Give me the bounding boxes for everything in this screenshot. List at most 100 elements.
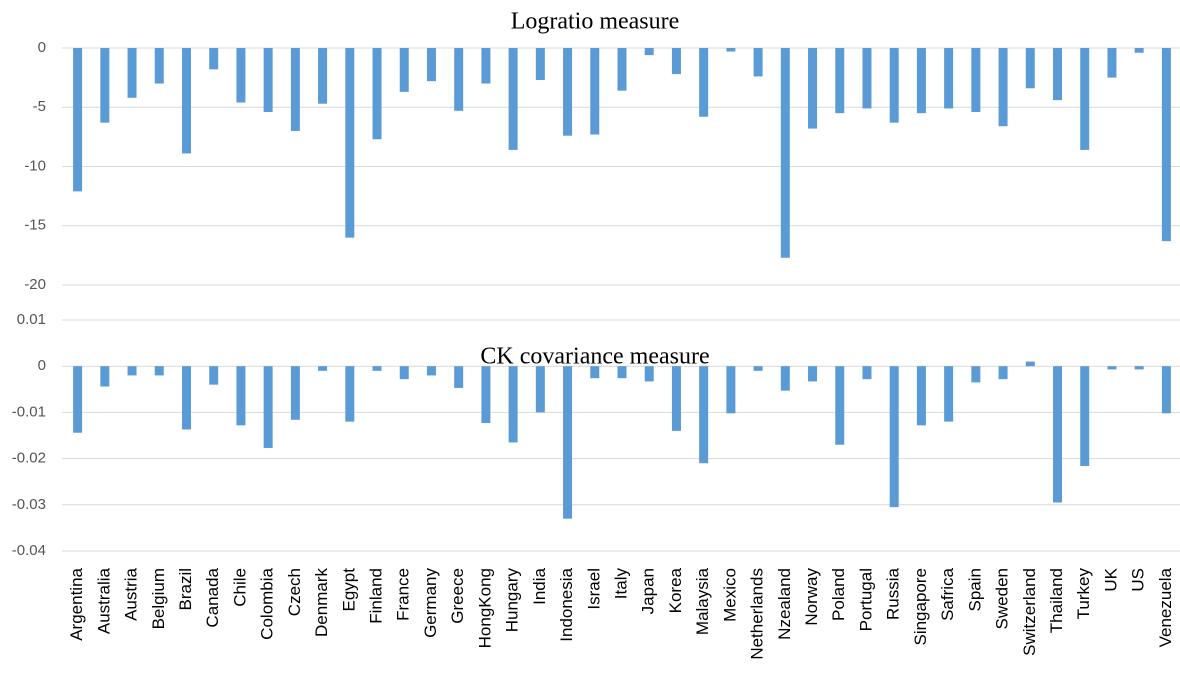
bar bbox=[73, 48, 83, 192]
bar bbox=[1134, 366, 1144, 370]
bar bbox=[753, 48, 763, 77]
x-tick-label: Chile bbox=[230, 568, 249, 607]
y-tick-label: -15 bbox=[24, 217, 46, 234]
bar bbox=[236, 366, 246, 426]
bar bbox=[563, 366, 573, 519]
bar bbox=[426, 48, 436, 82]
x-tick-label: Thailand bbox=[1047, 568, 1066, 633]
bar bbox=[808, 366, 818, 382]
bar bbox=[699, 48, 709, 117]
bar bbox=[1134, 48, 1144, 53]
bar bbox=[998, 48, 1008, 127]
bar bbox=[944, 366, 954, 422]
bar bbox=[1107, 48, 1117, 78]
x-tick-label: Sweden bbox=[993, 568, 1012, 629]
x-tick-label: Brazil bbox=[176, 568, 195, 611]
bar bbox=[290, 48, 300, 131]
bar bbox=[1080, 48, 1090, 150]
bar bbox=[73, 366, 83, 433]
x-tick-label: Singapore bbox=[911, 568, 930, 646]
bar bbox=[1053, 48, 1063, 101]
bar bbox=[916, 366, 926, 426]
bar bbox=[862, 48, 872, 109]
bar bbox=[454, 48, 464, 111]
y-tick-label: -0.04 bbox=[12, 542, 46, 559]
x-tick-label: Argentina bbox=[67, 567, 86, 640]
bar bbox=[1161, 48, 1171, 242]
bar bbox=[1025, 48, 1035, 89]
bar bbox=[100, 366, 110, 387]
bar bbox=[916, 48, 926, 114]
bar bbox=[808, 48, 818, 129]
x-tick-label: Australia bbox=[94, 567, 113, 634]
x-tick-label: Switzerland bbox=[1020, 568, 1039, 656]
bar bbox=[209, 366, 219, 385]
bar bbox=[971, 48, 981, 112]
bar bbox=[508, 366, 518, 443]
x-tick-label: Austria bbox=[122, 567, 141, 620]
bar bbox=[100, 48, 110, 123]
bar bbox=[426, 366, 436, 376]
bar bbox=[345, 48, 355, 238]
bar bbox=[944, 48, 954, 109]
bar bbox=[263, 366, 273, 448]
chart-title: Logratio measure bbox=[511, 9, 680, 35]
bar bbox=[1161, 366, 1171, 414]
x-tick-label: Mexico bbox=[720, 568, 739, 622]
x-tick-label: Israel bbox=[584, 568, 603, 610]
bar bbox=[862, 366, 872, 380]
bar bbox=[644, 366, 654, 382]
y-tick-label: -20 bbox=[24, 276, 46, 293]
x-tick-label: Japan bbox=[639, 568, 658, 614]
y-tick-label: 0 bbox=[38, 39, 46, 56]
bar bbox=[290, 366, 300, 420]
bar bbox=[209, 48, 219, 70]
bar bbox=[1080, 366, 1090, 466]
x-tick-label: Venezuela bbox=[1156, 567, 1175, 647]
bar bbox=[127, 366, 137, 376]
bar bbox=[154, 48, 164, 84]
bar bbox=[454, 366, 464, 388]
x-tick-label: Greece bbox=[448, 568, 467, 624]
x-tick-label: Spain bbox=[965, 568, 984, 611]
y-tick-label: -0.01 bbox=[12, 403, 46, 420]
x-tick-label: Canada bbox=[203, 567, 222, 627]
bar bbox=[535, 48, 545, 80]
x-tick-label: Hungary bbox=[503, 568, 522, 633]
x-tick-label: Indonesia bbox=[557, 567, 576, 641]
bar bbox=[1053, 366, 1063, 503]
bar bbox=[726, 48, 736, 52]
bar bbox=[481, 366, 491, 424]
bar bbox=[617, 366, 627, 379]
x-tick-label: India bbox=[530, 567, 549, 604]
bar bbox=[671, 366, 681, 431]
x-tick-label: Colombia bbox=[258, 567, 277, 639]
bar bbox=[726, 366, 736, 414]
bar bbox=[181, 48, 191, 154]
x-tick-label: Finland bbox=[367, 568, 386, 624]
bar bbox=[508, 48, 518, 150]
bar bbox=[535, 366, 545, 413]
bar bbox=[372, 48, 382, 140]
x-tick-label: Italy bbox=[611, 568, 630, 600]
bar bbox=[671, 48, 681, 75]
x-tick-label: Malaysia bbox=[693, 567, 712, 635]
bar bbox=[1107, 366, 1117, 370]
x-tick-label: Belgium bbox=[149, 568, 168, 629]
x-tick-label: Poland bbox=[829, 568, 848, 621]
chart-title: CK covariance measure bbox=[480, 344, 709, 370]
y-tick-label: 0 bbox=[38, 357, 46, 374]
bar bbox=[590, 48, 600, 135]
bar bbox=[753, 366, 763, 371]
x-tick-label: Turkey bbox=[1074, 568, 1093, 620]
bar bbox=[889, 366, 899, 508]
bar bbox=[617, 48, 627, 91]
bar bbox=[699, 366, 709, 464]
bar bbox=[372, 366, 382, 371]
bar bbox=[1025, 361, 1035, 367]
x-tick-label: Egypt bbox=[339, 568, 358, 612]
x-tick-label: US bbox=[1129, 568, 1148, 592]
bar bbox=[318, 366, 328, 371]
x-tick-label: Denmark bbox=[312, 568, 331, 637]
